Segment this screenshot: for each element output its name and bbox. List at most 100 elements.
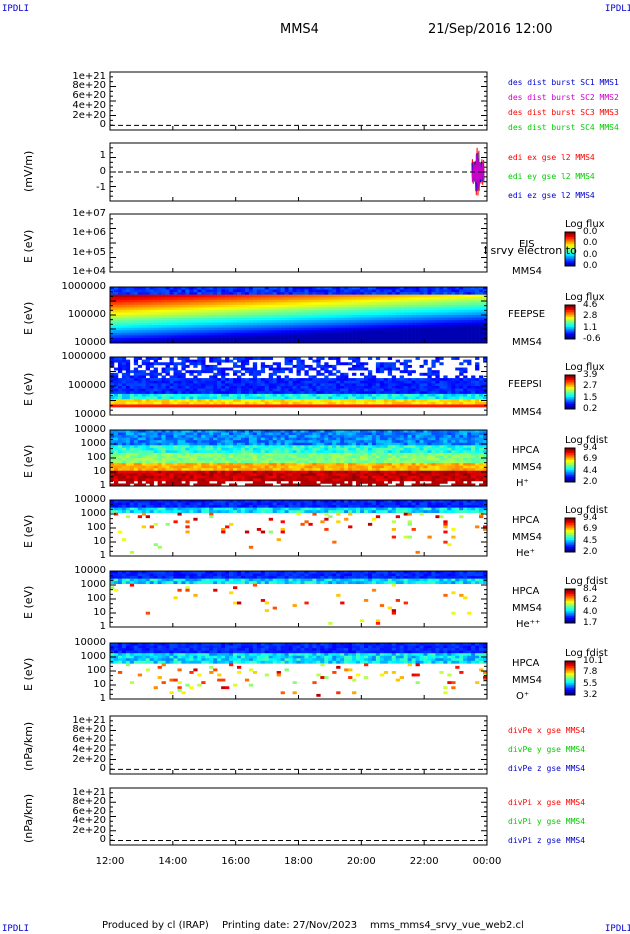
heatmap-cell — [300, 367, 305, 371]
heatmap-cell — [328, 372, 333, 376]
heatmap-cell — [280, 317, 285, 321]
heatmap-cell — [264, 325, 270, 329]
heatmap-cell — [371, 340, 377, 344]
heatmap-cell — [225, 337, 230, 341]
heatmap-cell — [415, 327, 420, 331]
heatmap-cell — [427, 367, 432, 371]
heatmap-cell — [197, 292, 202, 295]
heatmap-cell — [463, 391, 468, 395]
heatmap-cell — [225, 325, 230, 329]
heatmap-cell — [288, 307, 293, 311]
heatmap-cell — [149, 480, 154, 484]
heatmap-cell — [316, 432, 321, 436]
heatmap-cell — [419, 302, 424, 306]
heatmap-cell — [423, 309, 428, 313]
heatmap-cell — [352, 287, 357, 290]
heatmap-cell — [435, 372, 440, 376]
heatmap-cell — [415, 317, 420, 321]
heatmap-cell — [173, 440, 178, 444]
heatmap-cell — [157, 404, 162, 408]
heatmap-cell — [125, 447, 131, 451]
heatmap-cell — [185, 312, 190, 316]
heatmap-cell — [284, 327, 289, 331]
heatmap-cell — [383, 362, 389, 366]
heatmap-cell — [217, 478, 222, 482]
heatmap-cell — [157, 483, 162, 487]
heatmap-cell — [399, 287, 404, 290]
heatmap-cell — [308, 332, 313, 336]
heatmap-cell — [455, 332, 460, 336]
heatmap-cell — [110, 430, 115, 433]
heatmap-cell — [248, 432, 254, 436]
heatmap-cell — [252, 468, 258, 472]
heatmap-cell — [391, 362, 397, 366]
colorbar-swatch — [565, 264, 575, 267]
heatmap-cell — [304, 370, 309, 374]
heatmap-cell — [292, 435, 297, 438]
heatmap-cell — [308, 315, 313, 318]
heatmap-cell — [240, 393, 246, 397]
heatmap-cell — [233, 327, 238, 331]
heatmap-cell — [205, 335, 210, 339]
heatmap-cell — [153, 299, 158, 303]
heatmap-cell — [360, 315, 365, 318]
heatmap-cell — [244, 317, 250, 321]
heatmap-cell — [268, 463, 274, 466]
heatmap-cell — [304, 388, 309, 392]
heatmap-cell — [145, 437, 150, 441]
heatmap-cell — [292, 294, 297, 298]
heatmap-cell — [332, 396, 337, 400]
heatmap-cell — [483, 330, 488, 334]
heatmap-cell — [308, 330, 313, 334]
heatmap-cell — [244, 327, 250, 331]
heatmap-cell — [276, 367, 281, 371]
heatmap-cell — [383, 302, 389, 306]
heatmap-cell — [137, 475, 143, 479]
heatmap-cell — [320, 312, 325, 316]
heatmap-cell — [447, 320, 452, 323]
heatmap-cell — [276, 337, 281, 341]
heatmap-cell — [189, 330, 194, 334]
heatmap-cell — [129, 315, 135, 318]
heatmap-cell — [264, 473, 270, 477]
colorbar-swatch — [565, 250, 575, 253]
heatmap-cell — [157, 432, 162, 436]
heatmap-cell — [360, 404, 365, 408]
heatmap-cell — [153, 362, 158, 366]
panel-6 — [109, 429, 576, 487]
heatmap-cell — [284, 304, 289, 308]
heatmap-cell — [272, 383, 277, 387]
heatmap-cell — [113, 330, 119, 334]
heatmap-cell — [225, 340, 230, 344]
heatmap-cell — [363, 322, 369, 326]
heatmap-cell — [411, 340, 416, 344]
heatmap-cell — [244, 468, 250, 472]
heatmap-cell — [225, 445, 230, 449]
heatmap-cell — [149, 470, 154, 474]
heatmap-cell — [340, 337, 345, 341]
heatmap-cell — [149, 337, 154, 341]
heatmap-cell — [201, 302, 206, 306]
heatmap-cell — [427, 386, 432, 389]
heatmap-cell — [391, 309, 397, 313]
heatmap-cell — [197, 289, 202, 293]
heatmap-cell — [379, 287, 385, 290]
heatmap-cell — [328, 437, 333, 441]
heatmap-cell — [129, 294, 135, 298]
heatmap-cell — [256, 370, 262, 374]
heatmap-cell — [360, 388, 365, 392]
heatmap-cell — [391, 292, 397, 295]
heatmap-cell — [296, 450, 301, 454]
heatmap-cell — [157, 440, 162, 444]
heatmap-cell — [328, 458, 333, 461]
heatmap-cell — [197, 325, 202, 329]
heatmap-cell — [324, 322, 329, 326]
heatmap-cell — [300, 391, 305, 395]
heatmap-cell — [240, 463, 246, 466]
heatmap-cell — [197, 320, 202, 323]
panel-1 — [109, 71, 488, 131]
heatmap-cell — [272, 432, 277, 436]
heatmap-cell — [110, 337, 115, 341]
heatmap-cell — [236, 465, 242, 469]
heatmap-cell — [288, 396, 293, 400]
